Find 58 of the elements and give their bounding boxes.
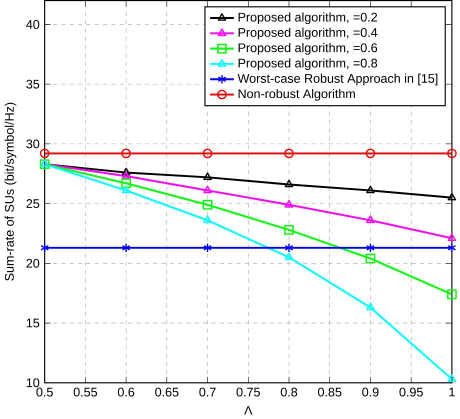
x-tick-label: 0.85 xyxy=(318,388,342,396)
point xyxy=(366,254,376,264)
point xyxy=(284,179,294,188)
legend-label: Proposed algorithm, =0.6 xyxy=(238,42,378,55)
x-tick-label: 1 xyxy=(449,388,455,396)
y-tick-label: 25 xyxy=(26,199,40,208)
y-tick-label: 30 xyxy=(26,139,40,148)
x-tick-label: 0.9 xyxy=(362,388,379,396)
point xyxy=(122,185,130,194)
point xyxy=(203,185,212,194)
point xyxy=(448,192,456,200)
x-tick-label: 0.55 xyxy=(74,388,98,396)
x-tick-label: 0.75 xyxy=(236,388,260,396)
point xyxy=(366,242,375,252)
point xyxy=(366,185,375,194)
x-axis-title: Λ xyxy=(244,406,252,415)
point xyxy=(122,171,130,179)
y-tick-label: 20 xyxy=(26,258,40,268)
point xyxy=(366,302,375,310)
y-tick-label: 35 xyxy=(26,80,40,88)
point xyxy=(202,200,212,210)
point xyxy=(40,148,50,158)
x-tick-label: 0.65 xyxy=(155,388,178,396)
legend-label: Non-robust Algorithm xyxy=(238,88,355,100)
point xyxy=(284,252,294,260)
point xyxy=(447,148,457,158)
point xyxy=(284,242,294,252)
legend-label: Worst-case Robust Approach in [15] xyxy=(238,74,438,86)
x-tick-label: 0.8 xyxy=(280,388,298,396)
point xyxy=(121,178,131,188)
point xyxy=(121,148,131,158)
point xyxy=(284,224,294,235)
point xyxy=(203,242,212,252)
y-tick-label: 15 xyxy=(26,318,40,328)
point xyxy=(122,168,130,176)
y-axis-title: Sum-rate of SUs (bit/symbol/Hz) xyxy=(4,102,16,281)
y-tick-label: 10 xyxy=(26,378,40,388)
x-tick-label: 0.6 xyxy=(118,388,134,396)
x-tick-label: 0.95 xyxy=(399,388,423,396)
point xyxy=(122,242,130,252)
point xyxy=(448,233,456,241)
legend-label: Proposed algorithm, =0.8 xyxy=(238,58,378,70)
point xyxy=(366,215,375,223)
legend-label: Proposed algorithm, =0.4 xyxy=(238,28,378,40)
point xyxy=(447,289,457,300)
point xyxy=(284,200,294,208)
point xyxy=(366,148,376,158)
y-tick-label: 40 xyxy=(26,20,40,29)
x-tick-label: 0.7 xyxy=(199,388,216,396)
point xyxy=(284,148,294,158)
point xyxy=(203,172,212,180)
point xyxy=(40,242,49,252)
legend-label: Proposed algorithm, =0.2 xyxy=(238,12,378,24)
x-tick-label: 0.5 xyxy=(36,388,53,396)
point xyxy=(202,148,212,158)
point xyxy=(203,215,212,223)
point xyxy=(448,242,456,252)
point xyxy=(448,374,456,382)
